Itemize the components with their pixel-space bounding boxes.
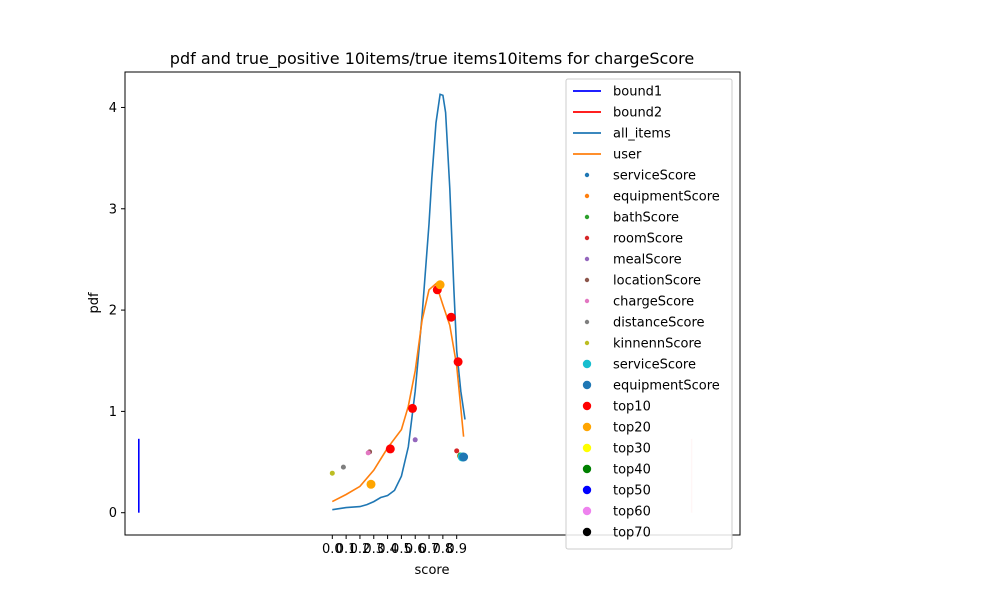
legend-swatch-servicescore [584, 172, 590, 178]
y-tick-label: 2 [109, 304, 117, 319]
line-all-items [332, 93, 466, 511]
x-tick-label: 0.6 [405, 542, 426, 557]
small-chargescore-point [365, 450, 371, 456]
y-axis: 0 1 2 3 4 [109, 101, 125, 521]
legend-swatch-top30 [582, 443, 592, 453]
legend-swatch-top50 [582, 485, 592, 495]
y-tick-label: 3 [109, 202, 117, 217]
x-tick-label: 0.2 [350, 542, 371, 557]
legend-label-servicescore: serviceScore [613, 169, 696, 184]
legend-label-roomscore: roomScore [613, 232, 683, 247]
legend-label-bound1: bound1 [613, 85, 662, 100]
legend-label-equipmentscore: equipmentScore [613, 190, 720, 205]
plot-area [124, 71, 741, 536]
x-axis-label: score [415, 563, 450, 578]
legend-swatch-mealscore [584, 256, 590, 262]
legend-label-distancescore: distanceScore [613, 316, 705, 331]
legend-swatch-top70 [582, 527, 592, 537]
small-distancescore-point [340, 464, 346, 470]
legend-label-locationscore: locationScore [613, 274, 701, 289]
top10-point [385, 444, 395, 454]
legend-swatch-equipmentscore [584, 193, 590, 199]
x-axis: 0.00.10.20.30.40.50.60.70.80.9 [322, 535, 467, 557]
small-mealscore-point [412, 437, 418, 443]
legend-swatch-bathscore [584, 214, 590, 220]
legend-swatch-top60 [582, 506, 592, 516]
legend-label-bathscore: bathScore [613, 211, 679, 226]
top20-point [366, 479, 376, 489]
legend-label-chargescore: chargeScore [613, 295, 694, 310]
legend-swatch-top10 [582, 401, 592, 411]
points-layer [329, 280, 469, 489]
legend-swatch-kinnennscore [584, 340, 590, 346]
legend-swatch-locationscore [584, 277, 590, 283]
legend-label-mealscore: mealScore [613, 253, 682, 268]
legend-label-equipmentscore: equipmentScore [613, 379, 720, 394]
y-axis-label: pdf [87, 292, 102, 314]
x-tick-label: 0.3 [363, 542, 384, 557]
legend-label-servicescore: serviceScore [613, 358, 696, 373]
x-tick-label: 0.1 [336, 542, 357, 557]
x-tick-label: 0.4 [377, 542, 398, 557]
top10-point [446, 312, 456, 322]
legend-label-top30: top30 [613, 442, 651, 457]
y-tick-label: 4 [109, 101, 117, 116]
legend-label-top10: top10 [613, 400, 651, 415]
y-tick-label: 0 [109, 506, 117, 521]
small-kinnennscore-point [329, 470, 335, 476]
legend-swatch-roomscore [584, 235, 590, 241]
top10-point [453, 357, 463, 367]
x-tick-label: 0.0 [322, 542, 343, 557]
legend-label-all-items: all_items [613, 127, 671, 142]
legend-label-top20: top20 [613, 421, 651, 436]
legend-swatch-top40 [582, 464, 592, 474]
chart-title: pdf and true_positive 10items/true items… [170, 49, 694, 69]
line-user [331, 282, 465, 503]
legend-swatch-chargescore [584, 298, 590, 304]
legend-swatch-servicescore [582, 359, 592, 369]
x-tick-label: 0.7 [419, 542, 440, 557]
x-tick-label: 0.5 [391, 542, 412, 557]
y-tick-label: 1 [109, 405, 117, 420]
legend-swatch-equipmentscore [582, 380, 592, 390]
legend-label-top60: top60 [613, 505, 651, 520]
x-tick-label: 0.9 [446, 542, 467, 557]
legend-label-top70: top70 [613, 526, 651, 541]
legend-label-kinnennscore: kinnennScore [613, 337, 702, 352]
legend-swatch-top20 [582, 422, 592, 432]
legend-swatch-distancescore [584, 319, 590, 325]
legend-label-top50: top50 [613, 484, 651, 499]
x-tick-label: 0.8 [433, 542, 454, 557]
legend-label-top40: top40 [613, 463, 651, 478]
top10-point [408, 403, 417, 413]
large-equipmentscore-point [459, 452, 469, 462]
small-roomscore-point [454, 448, 460, 454]
legend-label-bound2: bound2 [613, 106, 662, 121]
top20-point [435, 280, 445, 290]
legend-label-user: user [613, 148, 642, 163]
legend-frame [565, 78, 733, 550]
